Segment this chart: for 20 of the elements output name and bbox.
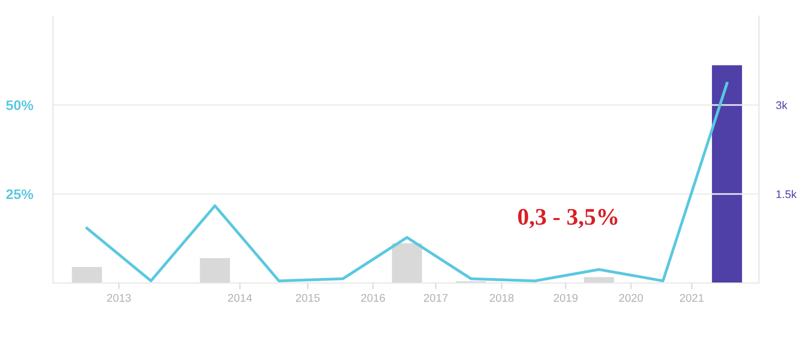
bar bbox=[392, 243, 422, 283]
bar bbox=[200, 258, 230, 283]
y2-tick-label: 3k bbox=[776, 100, 788, 110]
bar bbox=[712, 65, 742, 283]
y-tick-label: 50% bbox=[6, 100, 34, 110]
text: 2013 bbox=[107, 294, 131, 302]
annotation: 0,3 - 3,5% bbox=[518, 208, 618, 228]
y2-tick-label: 1.5k bbox=[776, 190, 797, 198]
text: 2021 bbox=[680, 294, 704, 302]
bar bbox=[72, 266, 102, 283]
text: 2018 bbox=[490, 294, 514, 302]
text: 2014 bbox=[228, 294, 252, 302]
text: 2020 bbox=[619, 294, 643, 302]
bar bbox=[584, 277, 614, 283]
text: 2015 bbox=[296, 294, 320, 302]
text: 2017 bbox=[424, 294, 448, 302]
text: 2016 bbox=[361, 294, 385, 302]
y-tick-label: 25% bbox=[6, 189, 34, 200]
line-series bbox=[86, 82, 728, 282]
text: 2019 bbox=[554, 294, 578, 302]
